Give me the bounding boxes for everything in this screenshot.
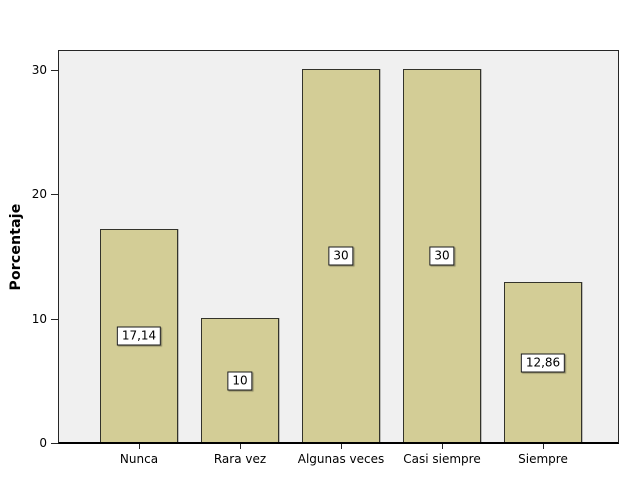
x-tick-mark-nunca: [139, 444, 140, 449]
y-tick-mark-20: [51, 194, 58, 195]
y-tick-label-30: 30: [31, 63, 47, 77]
bar-value-label-nunca: 17,14: [116, 326, 162, 346]
bar-value-label-rara-vez: 10: [227, 371, 253, 390]
bar-value-label-algunas-veces: 30: [328, 246, 354, 266]
y-tick-mark-10: [51, 319, 58, 320]
bar-value-label-siempre: 12,86: [520, 353, 566, 372]
y-tick-label-20: 20: [31, 187, 47, 201]
y-tick-label-0: 0: [39, 436, 47, 450]
bar-rara-vez: 10: [201, 318, 279, 442]
x-tick-mark-siempre: [543, 444, 544, 449]
x-tick-mark-casi-siempre: [442, 444, 443, 449]
bar-casi-siempre: 30: [403, 69, 481, 442]
y-tick-mark-0: [51, 443, 58, 444]
bar-nunca: 17,14: [100, 229, 178, 442]
x-tick-label-casi-siempre: Casi siempre: [403, 452, 481, 466]
x-tick-mark-rara-vez: [240, 444, 241, 449]
x-tick-label-rara-vez: Rara vez: [213, 452, 267, 466]
plot-area: 17,14 10 30 30 12,86: [58, 50, 619, 444]
x-tick-label-algunas-veces: Algunas veces: [297, 452, 385, 466]
x-tick-mark-algunas-veces: [341, 444, 342, 449]
y-tick-label-10: 10: [31, 312, 47, 326]
bar-siempre: 12,86: [504, 282, 582, 442]
y-tick-mark-30: [51, 70, 58, 71]
bar-value-label-casi-siempre: 30: [429, 246, 455, 266]
x-tick-label-nunca: Nunca: [119, 452, 159, 466]
y-axis-title: Porcentaje: [8, 203, 24, 291]
bar-algunas-veces: 30: [302, 69, 380, 442]
x-tick-label-siempre: Siempre: [518, 452, 568, 466]
